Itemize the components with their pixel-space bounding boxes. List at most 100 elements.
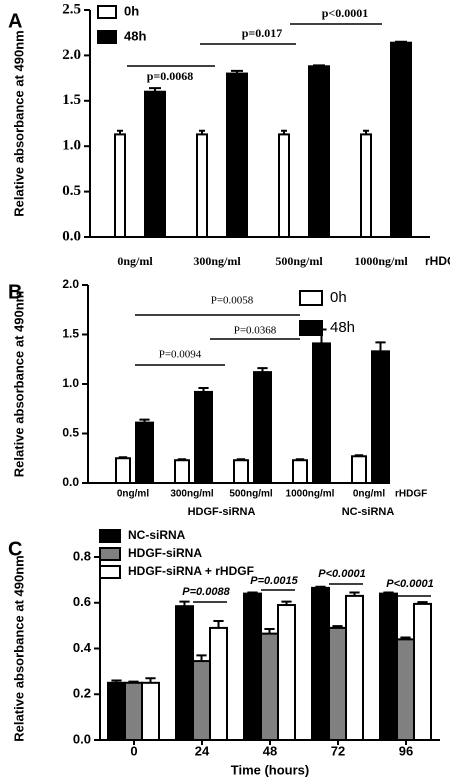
bar (253, 371, 272, 484)
bar (135, 421, 154, 484)
x-tick-label: 48 (263, 743, 277, 758)
group-label: NC-siRNA (342, 506, 395, 518)
legend-label: 0h (124, 3, 139, 18)
legend-label: 48h (124, 28, 146, 43)
y-axis-title: Relative absorbance at 490nm (11, 30, 26, 216)
legend-swatch (97, 30, 117, 44)
x-tick-label: 0ng/ml (117, 489, 149, 500)
bar (396, 638, 415, 741)
y-tick-label: 0.5 (62, 183, 81, 199)
significance-label: p=0.017 (242, 26, 283, 40)
error-bar (149, 87, 161, 92)
legend-label: HDGF-siRNA + rHDGF (128, 564, 254, 578)
bar (292, 459, 308, 485)
error-bar (313, 64, 325, 67)
bar (390, 41, 412, 238)
y-axis-title: Relative absorbance at 490nm (11, 555, 26, 741)
legend-swatch (99, 565, 121, 579)
error-bar (231, 69, 243, 74)
y-tick-label: 1.5 (62, 327, 79, 341)
bar (114, 133, 126, 238)
x-tick-label: 72 (331, 743, 345, 758)
bar (194, 390, 213, 485)
y-tick-label: 0.5 (62, 426, 79, 440)
x-tick-label: 96 (399, 743, 413, 758)
error-bar (295, 458, 305, 461)
legend-swatch (99, 529, 121, 543)
significance-label: p=0.0068 (147, 69, 194, 83)
bar (192, 660, 211, 741)
x-axis-title: Time (hours) (231, 762, 310, 777)
significance-label: P=0.0058 (211, 295, 254, 307)
significance-label: P<0.0001 (386, 578, 433, 590)
y-tick-label: 0.4 (73, 640, 92, 655)
x-tick-label: 0ng/ml (353, 489, 385, 500)
error-bar (213, 620, 224, 628)
significance-label: P=0.0015 (250, 575, 298, 587)
error-bar (118, 456, 128, 459)
legend-swatch (299, 290, 323, 306)
legend-swatch (97, 5, 117, 19)
y-tick-label: 0.6 (73, 594, 91, 609)
error-bar (332, 625, 343, 628)
bar (124, 681, 143, 741)
bar (107, 681, 126, 741)
bar (371, 350, 390, 484)
error-bar (400, 636, 411, 640)
bar (243, 592, 262, 741)
x-tick-label: 1000ng/ml (354, 254, 408, 268)
bar (115, 457, 131, 484)
x-note: rHDGF (395, 489, 427, 500)
y-tick-label: 2.0 (62, 47, 81, 63)
error-bar (196, 654, 207, 662)
bar (226, 72, 248, 238)
error-bar (179, 600, 190, 607)
legend-label: 0h (330, 289, 347, 306)
legend-label: NC-siRNA (128, 528, 186, 542)
y-tick-label: 1.0 (62, 138, 81, 154)
x-tick-label: 1000ng/ml (286, 489, 335, 500)
panel-label: B (8, 281, 22, 303)
legend-swatch (99, 547, 121, 561)
error-bar (198, 386, 209, 392)
y-tick-label: 2.5 (62, 1, 81, 17)
y-tick-label: 2.0 (62, 277, 79, 291)
y-tick-label: 1.0 (62, 376, 79, 390)
error-bar (349, 591, 360, 596)
error-bar (264, 628, 275, 634)
error-bar (236, 458, 246, 461)
bar (351, 455, 367, 484)
y-tick-label: 0.8 (73, 548, 91, 563)
y-tick-label: 0.0 (62, 475, 79, 489)
x-tick-label: 500ng/ml (275, 254, 323, 268)
y-tick-label: 1.5 (62, 92, 81, 108)
legend-label: 48h (330, 319, 355, 336)
error-bar (145, 677, 156, 683)
error-bar (177, 458, 187, 461)
y-axis-title: Relative absorbance at 490nm (11, 291, 26, 477)
bar (174, 459, 190, 485)
error-bar (363, 129, 369, 135)
bar (233, 459, 249, 485)
panel-label: C (8, 538, 22, 560)
error-bar (315, 585, 326, 588)
error-bar (417, 601, 428, 604)
bar (175, 605, 194, 742)
x-tick-label: 0ng/ml (117, 254, 153, 268)
error-bar (111, 679, 122, 683)
group-label: HDGF-siRNA (188, 506, 256, 518)
bar (308, 65, 330, 238)
error-bar (117, 129, 123, 135)
error-bar (383, 591, 394, 594)
x-note: rHDGF (425, 254, 450, 268)
significance-label: P=0.0094 (159, 349, 202, 361)
bar (196, 133, 208, 238)
bar (328, 626, 347, 741)
bar (144, 90, 166, 238)
bar (379, 592, 398, 741)
x-tick-label: 300ng/ml (193, 254, 241, 268)
bar (360, 133, 372, 238)
error-bar (395, 40, 407, 43)
y-tick-label: 0.0 (62, 228, 81, 244)
